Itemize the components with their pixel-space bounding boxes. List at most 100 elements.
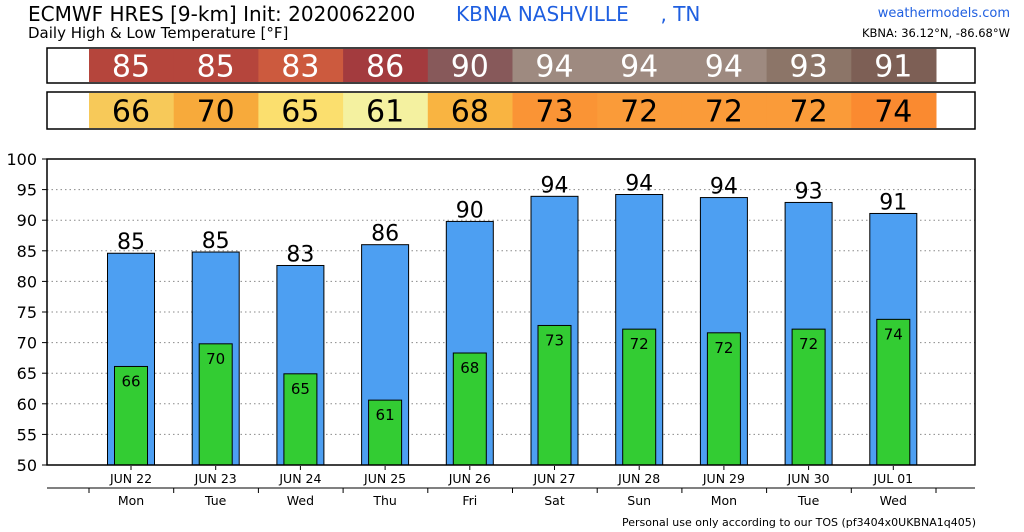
- low-temp-cell: [343, 93, 429, 128]
- chart-title: ECMWF HRES [9-km] Init: 2020062200: [28, 2, 416, 26]
- high-temp-cell-label: 90: [451, 50, 489, 85]
- weekday-label: Mon: [118, 493, 144, 508]
- low-temp-bar-label: 72: [799, 335, 818, 353]
- high-temp-cell: [597, 49, 683, 82]
- y-tick-label: 100: [6, 150, 37, 169]
- low-temp-bar: [622, 328, 657, 466]
- low-temp-cell-label: 61: [366, 95, 404, 130]
- high-temp-bar-label: 85: [202, 229, 230, 254]
- low-temp-bar-label: 65: [291, 380, 310, 398]
- low-temp-cell-label: 66: [112, 95, 150, 130]
- plot-frame: [46, 158, 976, 466]
- low-temp-cell: [597, 93, 683, 128]
- low-temp-bar: [791, 328, 826, 466]
- station-coords: KBNA: 36.12°N, -86.68°W: [861, 26, 1010, 40]
- low-temp-cell-label: 65: [281, 95, 319, 130]
- low-temp-cell-label: 72: [620, 95, 658, 130]
- high-temp-cell: [766, 49, 852, 82]
- high-temp-cell: [258, 49, 344, 82]
- x-tick-label: JUN 28: [617, 471, 660, 486]
- high-temp-cell-label: 94: [620, 50, 658, 85]
- low-temp-bar-label: 72: [714, 339, 733, 357]
- high-temp-cell-label: 85: [112, 50, 150, 85]
- low-temp-cell-label: 72: [705, 95, 743, 130]
- y-tick-label: 65: [17, 364, 37, 383]
- low-temp-bar: [198, 343, 233, 466]
- high-temp-cell: [173, 49, 259, 82]
- y-tick-label: 90: [17, 211, 37, 230]
- high-temp-bar-label: 91: [879, 190, 907, 215]
- low-temp-bar: [876, 318, 911, 466]
- x-tick-label: JUN 26: [448, 471, 491, 486]
- weekday-label: Sat: [544, 493, 565, 508]
- high-temp-bar-label: 93: [795, 179, 823, 204]
- y-tick-label: 80: [17, 272, 37, 291]
- low-temp-bar: [452, 352, 487, 466]
- x-tick-label: JUL 01: [872, 471, 913, 486]
- high-temp-bar-label: 94: [710, 175, 738, 200]
- high-temp-bar-label: 83: [286, 242, 314, 267]
- low-temp-cell: [427, 93, 513, 128]
- site-link[interactable]: weathermodels.com: [877, 6, 1010, 21]
- high-temp-bar-label: 94: [541, 173, 569, 198]
- low-temp-cell: [89, 93, 175, 128]
- low-temp-bar-label: 73: [545, 331, 564, 349]
- high-temp-cell: [851, 49, 937, 82]
- low-temp-cell-label: 70: [197, 95, 235, 130]
- high-temp-cell-label: 86: [366, 50, 404, 85]
- y-tick-label: 70: [17, 334, 37, 353]
- low-temp-cell: [173, 93, 259, 128]
- high-temp-cell: [512, 49, 598, 82]
- low-temp-cell: [681, 93, 768, 128]
- x-tick-label: JUN 27: [532, 471, 575, 486]
- high-temp-cell-label: 85: [197, 50, 235, 85]
- y-tick-label: 95: [17, 181, 37, 200]
- low-temp-bar-label: 74: [884, 325, 903, 343]
- x-tick-label: JUN 24: [278, 471, 321, 486]
- y-tick-label: 50: [17, 456, 37, 475]
- low-temp-cell: [766, 93, 852, 128]
- low-temp-bar: [368, 399, 403, 466]
- low-temp-cell-label: 72: [790, 95, 828, 130]
- tos-notice: Personal use only according to our TOS (…: [622, 516, 976, 529]
- weekday-label: Wed: [287, 493, 314, 508]
- weekday-label: Sun: [627, 493, 651, 508]
- high-temp-cell: [343, 49, 429, 82]
- low-temp-bar-label: 68: [460, 359, 479, 377]
- x-tick-label: JUN 29: [702, 471, 745, 486]
- high-temp-bar-label: 86: [371, 222, 399, 247]
- x-tick-label: JUN 30: [787, 471, 830, 486]
- x-tick-label: JUN 25: [363, 471, 406, 486]
- high-temp-bar-label: 85: [117, 230, 145, 255]
- high-temp-cell: [89, 49, 175, 82]
- low-temp-bar-label: 61: [376, 406, 395, 424]
- high-temp-cell: [427, 49, 513, 82]
- high-temp-cell-label: 93: [790, 50, 828, 85]
- low-temp-bar-label: 72: [630, 335, 649, 353]
- low-temp-cell: [258, 93, 344, 128]
- weekday-label: Thu: [372, 493, 396, 508]
- low-temp-bar: [114, 365, 148, 466]
- y-tick-label: 55: [17, 425, 37, 444]
- high-temp-cell-label: 83: [281, 50, 319, 85]
- high-temp-bar-label: 90: [456, 198, 484, 223]
- high-temp-bar-label: 94: [625, 171, 653, 196]
- high-temp-cell-label: 91: [874, 50, 912, 85]
- y-tick-label: 85: [17, 242, 37, 261]
- high-temp-cell: [681, 49, 768, 82]
- low-temp-cell-label: 68: [451, 95, 489, 130]
- y-tick-label: 60: [17, 395, 37, 414]
- weekday-label: Fri: [462, 493, 477, 508]
- x-tick-label: JUN 23: [194, 471, 237, 486]
- low-temp-cell-label: 74: [874, 95, 912, 130]
- low-temp-bar: [537, 324, 572, 466]
- weekday-label: Mon: [711, 493, 737, 508]
- weekday-label: Tue: [797, 493, 820, 508]
- low-temp-cell: [512, 93, 598, 128]
- chart-subtitle: Daily High & Low Temperature [°F]: [28, 24, 289, 42]
- low-temp-bar-label: 66: [121, 372, 140, 390]
- low-temp-bar-label: 70: [206, 350, 225, 368]
- high-temp-cell-label: 94: [705, 50, 743, 85]
- y-tick-label: 75: [17, 303, 37, 322]
